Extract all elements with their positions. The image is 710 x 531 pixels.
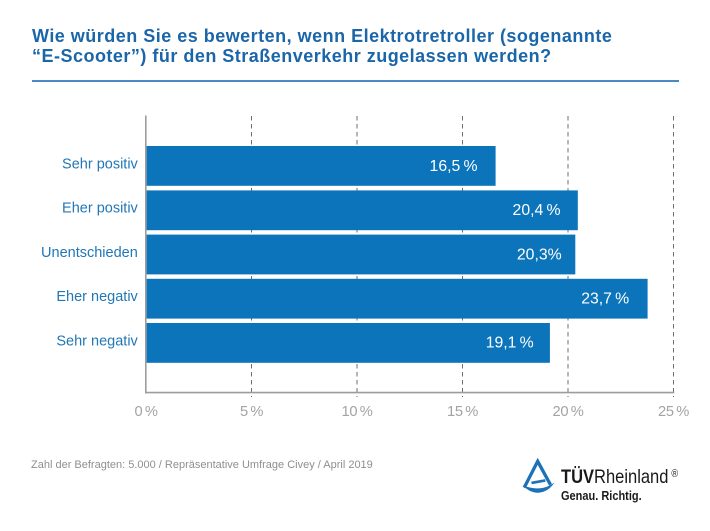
svg-text:5 %: 5 % bbox=[240, 404, 263, 420]
svg-text:Eher negativ: Eher negativ bbox=[56, 289, 138, 305]
svg-text:20,3%: 20,3% bbox=[517, 246, 562, 263]
svg-text:23,7 %: 23,7 % bbox=[581, 291, 629, 308]
svg-text:10 %: 10 % bbox=[342, 404, 373, 420]
svg-text:15 %: 15 % bbox=[447, 404, 478, 420]
svg-text:25 %: 25 % bbox=[658, 404, 689, 420]
svg-text:Unentschieden: Unentschieden bbox=[41, 245, 138, 261]
svg-text:0 %: 0 % bbox=[134, 404, 157, 420]
svg-text:20 %: 20 % bbox=[553, 404, 584, 420]
svg-text:Sehr negativ: Sehr negativ bbox=[56, 333, 138, 349]
svg-text:19,1 %: 19,1 % bbox=[486, 335, 534, 352]
svg-text:20,4 %: 20,4 % bbox=[513, 202, 561, 219]
svg-text:Eher positiv: Eher positiv bbox=[62, 201, 139, 217]
svg-text:Sehr positiv: Sehr positiv bbox=[62, 157, 139, 173]
svg-text:16,5 %: 16,5 % bbox=[430, 158, 478, 175]
